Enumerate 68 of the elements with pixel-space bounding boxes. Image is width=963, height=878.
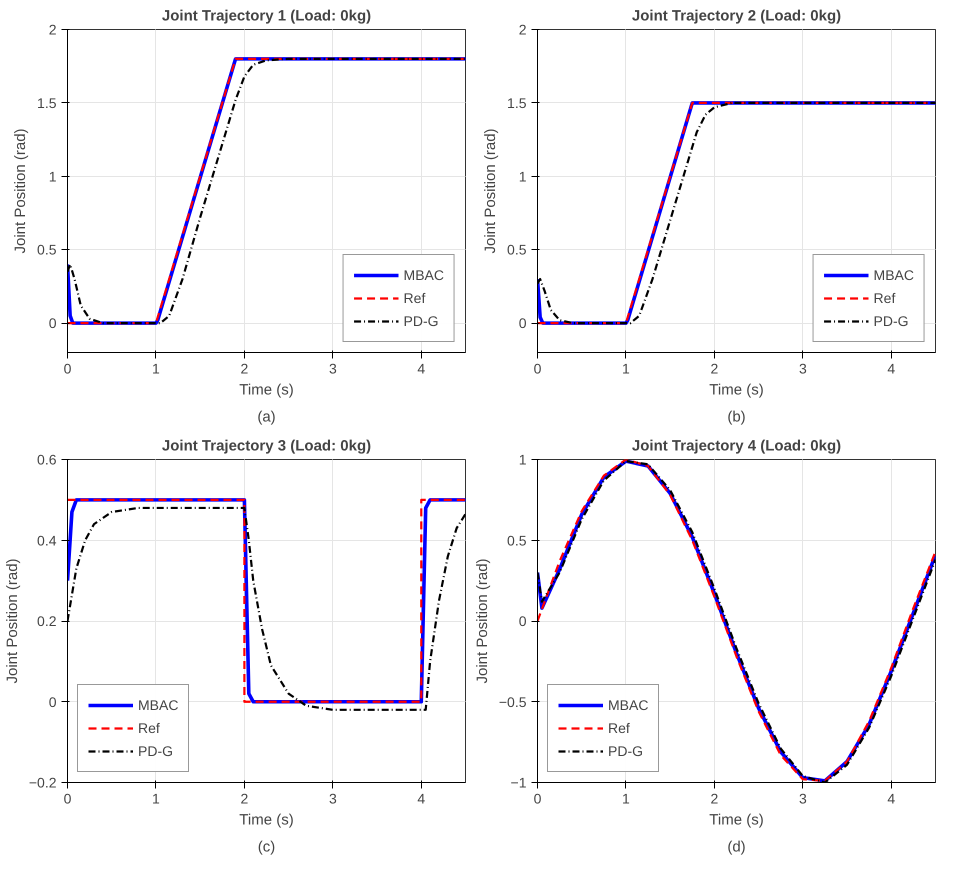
y-axis-title: Joint Position (rad) <box>474 558 491 684</box>
x-tick-label: 1 <box>152 790 160 806</box>
x-tick-label: 3 <box>328 790 337 806</box>
legend-label: MBAC <box>404 267 444 283</box>
x-axis-title: Time (s) <box>709 382 764 398</box>
y-tick-label: 1.5 <box>507 94 527 111</box>
text: (b) <box>727 408 746 426</box>
x-tick-label: 0 <box>534 360 542 376</box>
chart-title: Joint Trajectory 4 (Load: 0kg) <box>632 438 842 454</box>
chart-title: Joint Trajectory 3 (Load: 0kg) <box>162 438 372 454</box>
y-tick-label: 0.2 <box>37 613 57 629</box>
y-tick-label: 0.5 <box>507 532 527 548</box>
legend-label: PD-G <box>608 743 643 759</box>
x-tick-label: 0 <box>64 360 72 376</box>
legend-label: PD-G <box>874 313 909 329</box>
legend-label: PD-G <box>404 313 439 329</box>
y-tick-label: 1.5 <box>37 94 57 111</box>
x-tick-label: 1 <box>622 360 630 376</box>
legend-label: MBAC <box>138 697 178 713</box>
x-axis-title: Time (s) <box>239 382 294 398</box>
x-tick-label: 4 <box>417 790 426 806</box>
x-tick-label: 3 <box>798 360 807 376</box>
legend-label: Ref <box>874 290 896 306</box>
y-tick-label: 1 <box>518 452 527 468</box>
legend-label: MBAC <box>608 697 648 713</box>
legend-label: Ref <box>404 290 426 306</box>
legend-label: MBAC <box>874 267 914 283</box>
y-tick-label: 2 <box>48 22 57 38</box>
y-tick-label: −0.5 <box>498 694 527 710</box>
y-tick-label: −1 <box>510 774 527 790</box>
y-tick-label: −0.2 <box>28 774 57 790</box>
legend-label: Ref <box>138 720 160 736</box>
x-tick-label: 3 <box>798 790 807 806</box>
y-tick-label: 0.4 <box>37 532 57 548</box>
x-tick-label: 2 <box>710 790 718 806</box>
legend-label: PD-G <box>138 743 173 759</box>
y-tick-label: 0 <box>518 315 527 332</box>
y-tick-label: 0.5 <box>507 242 527 258</box>
x-tick-label: 2 <box>710 360 718 376</box>
x-tick-label: 3 <box>328 360 337 376</box>
text: (a) <box>257 408 276 426</box>
y-tick-label: 0.6 <box>37 452 57 468</box>
x-tick-label: 4 <box>887 790 896 806</box>
x-tick-label: 2 <box>240 790 248 806</box>
x-tick-label: 1 <box>152 360 160 376</box>
x-tick-label: 4 <box>887 360 896 376</box>
text: (c) <box>258 838 276 856</box>
x-tick-label: 1 <box>622 790 630 806</box>
y-tick-label: 0 <box>48 694 57 710</box>
x-axis-title: Time (s) <box>709 812 764 828</box>
y-tick-label: 1 <box>518 168 527 184</box>
x-tick-label: 0 <box>64 790 72 806</box>
legend-label: Ref <box>608 720 630 736</box>
x-tick-label: 2 <box>240 360 248 376</box>
text: (d) <box>727 838 746 856</box>
y-axis-title: Joint Position (rad) <box>482 128 500 254</box>
y-tick-label: 1 <box>48 168 57 184</box>
x-tick-label: 4 <box>417 360 426 376</box>
chart-title: Joint Trajectory 2 (Load: 0kg) <box>632 8 842 24</box>
y-tick-label: 0 <box>48 315 57 332</box>
chart-title: Joint Trajectory 1 (Load: 0kg) <box>162 8 372 24</box>
y-axis-title: Joint Position (rad) <box>4 558 21 684</box>
y-tick-label: 0 <box>518 613 527 629</box>
x-axis-title: Time (s) <box>239 812 294 828</box>
y-tick-label: 2 <box>518 22 527 38</box>
y-axis-title: Joint Position (rad) <box>12 128 30 254</box>
x-tick-label: 0 <box>534 790 542 806</box>
y-tick-label: 0.5 <box>37 242 57 258</box>
